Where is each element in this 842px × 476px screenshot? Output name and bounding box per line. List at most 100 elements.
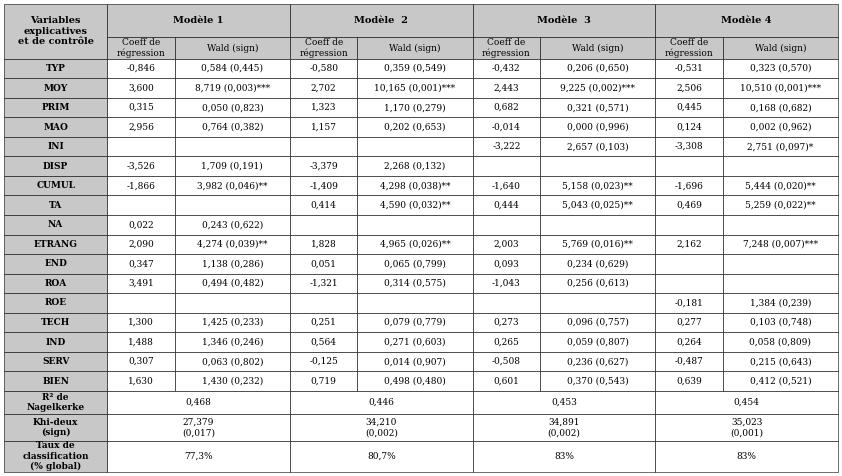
- Bar: [4, 274, 107, 293]
- Text: 27,379
(0,017): 27,379 (0,017): [182, 418, 215, 437]
- Text: 1,138 (0,286): 1,138 (0,286): [201, 259, 263, 268]
- Bar: [540, 118, 655, 137]
- Bar: [472, 59, 540, 78]
- Bar: [107, 235, 175, 254]
- Text: 0,065 (0,799): 0,065 (0,799): [384, 259, 446, 268]
- Bar: [107, 78, 175, 98]
- Bar: [290, 37, 358, 59]
- Bar: [175, 371, 290, 391]
- Text: Coeff de
régression: Coeff de régression: [664, 38, 713, 58]
- Bar: [540, 235, 655, 254]
- Bar: [540, 332, 655, 352]
- Text: Coeff de
régression: Coeff de régression: [482, 38, 530, 58]
- Text: 0,453: 0,453: [551, 398, 577, 407]
- Text: 2,090: 2,090: [128, 240, 154, 249]
- Text: -0,181: -0,181: [674, 298, 704, 307]
- Text: 1,425 (0,233): 1,425 (0,233): [202, 318, 263, 327]
- Bar: [4, 157, 107, 176]
- Bar: [540, 59, 655, 78]
- Text: 0,719: 0,719: [311, 377, 337, 386]
- Text: 5,444 (0,020)**: 5,444 (0,020)**: [745, 181, 816, 190]
- Text: 0,264: 0,264: [676, 337, 702, 347]
- Bar: [107, 157, 175, 176]
- Text: 0,234 (0,629): 0,234 (0,629): [567, 259, 628, 268]
- Bar: [175, 196, 290, 215]
- Text: 0,271 (0,603): 0,271 (0,603): [384, 337, 445, 347]
- Text: NA: NA: [48, 220, 63, 229]
- Bar: [540, 254, 655, 274]
- Text: 0,359 (0,549): 0,359 (0,549): [384, 64, 446, 73]
- Text: SERV: SERV: [42, 357, 69, 366]
- Bar: [722, 176, 838, 196]
- Bar: [472, 37, 540, 59]
- Text: 0,059 (0,807): 0,059 (0,807): [567, 337, 629, 347]
- Text: 0,446: 0,446: [368, 398, 394, 407]
- Bar: [472, 157, 540, 176]
- Text: 0,273: 0,273: [493, 318, 520, 327]
- Text: -3,379: -3,379: [309, 162, 338, 171]
- Text: PRIM: PRIM: [41, 103, 70, 112]
- Bar: [290, 176, 358, 196]
- Bar: [358, 332, 472, 352]
- Text: -0,580: -0,580: [309, 64, 338, 73]
- Bar: [175, 235, 290, 254]
- Bar: [540, 313, 655, 332]
- Text: 5,158 (0,023)**: 5,158 (0,023)**: [562, 181, 633, 190]
- Bar: [107, 118, 175, 137]
- Bar: [107, 313, 175, 332]
- Bar: [540, 37, 655, 59]
- Bar: [175, 254, 290, 274]
- Bar: [4, 332, 107, 352]
- Text: 2,702: 2,702: [311, 83, 337, 92]
- Bar: [175, 137, 290, 157]
- Bar: [540, 196, 655, 215]
- Bar: [290, 332, 358, 352]
- Bar: [655, 391, 838, 414]
- Bar: [655, 441, 838, 472]
- Bar: [472, 118, 540, 137]
- Bar: [655, 235, 722, 254]
- Bar: [107, 352, 175, 371]
- Bar: [290, 118, 358, 137]
- Bar: [722, 235, 838, 254]
- Text: 83%: 83%: [554, 452, 574, 461]
- Bar: [4, 215, 107, 235]
- Text: BIEN: BIEN: [42, 377, 69, 386]
- Bar: [175, 98, 290, 118]
- Text: 0,050 (0,823): 0,050 (0,823): [201, 103, 264, 112]
- Bar: [655, 293, 722, 313]
- Bar: [4, 78, 107, 98]
- Text: 0,206 (0,650): 0,206 (0,650): [567, 64, 629, 73]
- Bar: [655, 4, 838, 37]
- Text: 5,769 (0,016)**: 5,769 (0,016)**: [562, 240, 633, 249]
- Bar: [107, 371, 175, 391]
- Bar: [540, 274, 655, 293]
- Bar: [290, 254, 358, 274]
- Bar: [175, 352, 290, 371]
- Text: 1,346 (0,246): 1,346 (0,246): [201, 337, 263, 347]
- Bar: [472, 196, 540, 215]
- Bar: [290, 371, 358, 391]
- Text: -0,487: -0,487: [674, 357, 704, 366]
- Bar: [472, 352, 540, 371]
- Text: 0,168 (0,682): 0,168 (0,682): [749, 103, 811, 112]
- Bar: [722, 371, 838, 391]
- Text: -0,846: -0,846: [126, 64, 156, 73]
- Bar: [655, 274, 722, 293]
- Text: 10,510 (0,001)***: 10,510 (0,001)***: [740, 83, 821, 92]
- Bar: [290, 4, 472, 37]
- Text: ROE: ROE: [45, 298, 67, 307]
- Text: 10,165 (0,001)***: 10,165 (0,001)***: [375, 83, 456, 92]
- Text: Wald (sign): Wald (sign): [389, 43, 441, 52]
- Bar: [655, 371, 722, 391]
- Bar: [358, 313, 472, 332]
- Text: 2,162: 2,162: [676, 240, 702, 249]
- Bar: [358, 352, 472, 371]
- Bar: [655, 215, 722, 235]
- Text: 0,412 (0,521): 0,412 (0,521): [749, 377, 811, 386]
- Bar: [358, 274, 472, 293]
- Text: -1,696: -1,696: [674, 181, 704, 190]
- Bar: [655, 59, 722, 78]
- Bar: [4, 118, 107, 137]
- Text: 2,003: 2,003: [493, 240, 520, 249]
